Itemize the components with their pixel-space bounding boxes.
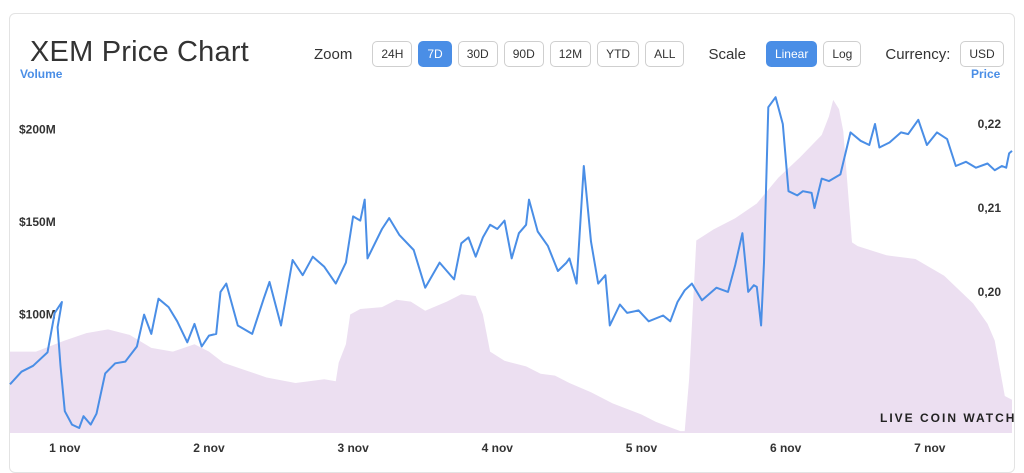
date-tick-label: 4 nov	[482, 441, 514, 455]
zoom-24h-button[interactable]: 24H	[372, 41, 413, 67]
zoom-30d-button[interactable]: 30D	[457, 41, 498, 67]
zoom-90d-button[interactable]: 90D	[503, 41, 544, 67]
volume-tick-label: $200M	[19, 122, 56, 136]
scale-linear-button[interactable]: Linear	[765, 41, 818, 67]
date-tick-label: 5 nov	[626, 441, 658, 455]
price-tick-label: 0,21	[978, 201, 1002, 215]
scale-label: Scale	[708, 45, 746, 63]
volume-tick-label: $150M	[19, 215, 56, 229]
date-tick-label: 7 nov	[914, 441, 946, 455]
volume-axis-title: Volume	[20, 67, 63, 81]
zoom-all-button[interactable]: ALL	[645, 41, 685, 67]
date-tick-label: 3 nov	[337, 441, 369, 455]
price-tick-label: 0,20	[978, 285, 1002, 299]
date-tick-label: 6 nov	[770, 441, 802, 455]
live-coin-watch-logo: LIVE COIN WATCH	[880, 411, 1017, 425]
date-axis: 1 nov 2 nov 3 nov 4 nov 5 nov 6 nov 7 nov	[49, 441, 946, 455]
price-tick-label: 0,22	[978, 117, 1002, 131]
price-line	[9, 96, 1013, 429]
currency-select[interactable]: USD	[960, 41, 1004, 67]
currency-label: Currency:	[885, 45, 951, 63]
zoom-7d-button[interactable]: 7D	[418, 41, 452, 67]
volume-area	[10, 99, 1012, 434]
date-tick-label: 2 nov	[193, 441, 225, 455]
price-axis-title: Price	[971, 67, 1001, 81]
zoom-ytd-button[interactable]: YTD	[597, 41, 640, 67]
scale-log-button[interactable]: Log	[823, 41, 862, 67]
chart-controls: Zoom 24H 7D 30D 90D 12M YTD ALL Scale Li…	[314, 41, 1010, 67]
volume-tick-label: $100M	[19, 308, 56, 322]
page-title: XEM Price Chart	[30, 36, 249, 68]
zoom-label: Zoom	[314, 45, 353, 63]
date-tick-label: 1 nov	[49, 441, 81, 455]
zoom-12m-button[interactable]: 12M	[549, 41, 592, 67]
